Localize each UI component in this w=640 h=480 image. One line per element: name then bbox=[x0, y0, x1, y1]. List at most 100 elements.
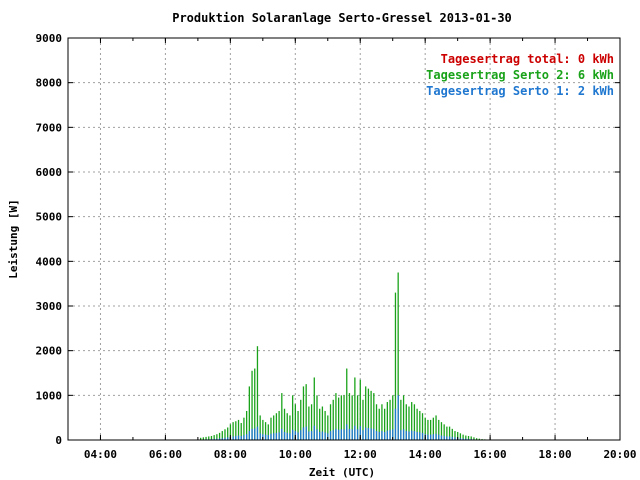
bar bbox=[281, 428, 283, 440]
bar bbox=[392, 395, 394, 440]
bar bbox=[300, 430, 302, 440]
x-tick-label: 20:00 bbox=[603, 448, 636, 461]
y-tick-label: 8000 bbox=[36, 77, 63, 90]
bar bbox=[427, 419, 429, 440]
y-tick-label: 4000 bbox=[36, 255, 63, 268]
bar bbox=[254, 368, 256, 440]
bar bbox=[327, 415, 329, 440]
bar bbox=[416, 408, 418, 440]
bar bbox=[302, 427, 305, 440]
bar bbox=[245, 434, 248, 440]
bar bbox=[397, 395, 399, 440]
bar bbox=[256, 346, 259, 440]
bar bbox=[405, 431, 407, 440]
bar bbox=[446, 436, 448, 440]
bar bbox=[478, 438, 480, 440]
bar bbox=[316, 395, 318, 440]
y-tick-label: 7000 bbox=[36, 121, 63, 134]
bar bbox=[313, 377, 315, 440]
bar bbox=[346, 424, 348, 440]
bar bbox=[332, 430, 334, 440]
bar bbox=[232, 436, 234, 440]
bar bbox=[435, 415, 437, 440]
bar bbox=[424, 417, 426, 440]
bar bbox=[443, 435, 445, 440]
bar bbox=[459, 433, 462, 440]
bar bbox=[332, 399, 334, 440]
bar bbox=[467, 438, 470, 440]
y-tick-label: 6000 bbox=[36, 166, 63, 179]
bar bbox=[465, 435, 467, 440]
ticks-layer: 0 1000 2000 3000 4000 5000 6000 7000 8000 9000 04:… bbox=[36, 32, 637, 461]
bar bbox=[270, 433, 272, 440]
bar bbox=[432, 434, 434, 440]
legend-entry: Tagesertrag Serto 2: 6 kWh bbox=[426, 68, 614, 82]
bar bbox=[248, 431, 250, 440]
bar bbox=[224, 429, 226, 440]
grid-layer bbox=[68, 38, 620, 440]
bar bbox=[208, 436, 210, 440]
bar bbox=[408, 406, 410, 440]
bar bbox=[446, 426, 448, 440]
bar bbox=[335, 393, 337, 440]
bar bbox=[459, 438, 462, 440]
bar bbox=[254, 428, 256, 440]
bar bbox=[429, 419, 432, 440]
plot-frame bbox=[67, 37, 621, 441]
x-tick-label: 10:00 bbox=[279, 448, 312, 461]
bar bbox=[337, 429, 340, 440]
bar bbox=[319, 408, 321, 440]
bar bbox=[297, 432, 299, 440]
bar bbox=[251, 370, 253, 440]
bar bbox=[438, 434, 440, 440]
bar bbox=[286, 413, 288, 440]
bar bbox=[346, 368, 348, 440]
bar bbox=[375, 431, 378, 440]
bar bbox=[351, 429, 353, 440]
bar bbox=[394, 408, 397, 440]
bar bbox=[421, 432, 424, 440]
x-tick-label: 16:00 bbox=[474, 448, 507, 461]
bar bbox=[300, 399, 302, 440]
bar bbox=[402, 395, 405, 440]
bar bbox=[243, 435, 245, 440]
bar bbox=[440, 422, 443, 440]
bar bbox=[421, 413, 424, 440]
bar bbox=[470, 436, 472, 440]
bar bbox=[386, 402, 388, 440]
bar bbox=[308, 431, 310, 440]
y-tick-label: 2000 bbox=[36, 345, 63, 358]
bar bbox=[275, 413, 278, 440]
bar bbox=[413, 404, 416, 440]
x-tick-label: 18:00 bbox=[538, 448, 571, 461]
bar bbox=[289, 433, 291, 440]
y-tick-label: 3000 bbox=[36, 300, 63, 313]
bar bbox=[394, 292, 397, 440]
bar bbox=[237, 419, 240, 440]
bar bbox=[227, 437, 229, 440]
bar bbox=[370, 390, 372, 440]
bar bbox=[321, 431, 324, 440]
bar bbox=[267, 435, 269, 440]
y-tick-label: 0 bbox=[55, 434, 62, 447]
bar bbox=[438, 419, 440, 440]
bar bbox=[473, 437, 475, 440]
bar bbox=[324, 410, 326, 440]
bar bbox=[310, 404, 313, 440]
bar bbox=[273, 415, 275, 440]
bar bbox=[245, 410, 248, 440]
x-tick-label: 12:00 bbox=[344, 448, 377, 461]
bar bbox=[221, 431, 223, 440]
bar bbox=[337, 397, 340, 440]
legend-entry: Tagesertrag Serto 1: 2 kWh bbox=[426, 84, 614, 98]
bar bbox=[475, 438, 478, 440]
bar bbox=[218, 432, 221, 440]
bar bbox=[354, 377, 356, 440]
bar bbox=[348, 428, 351, 440]
bar bbox=[240, 435, 242, 440]
bar bbox=[264, 422, 267, 440]
bar bbox=[462, 434, 464, 440]
bar bbox=[440, 435, 443, 440]
